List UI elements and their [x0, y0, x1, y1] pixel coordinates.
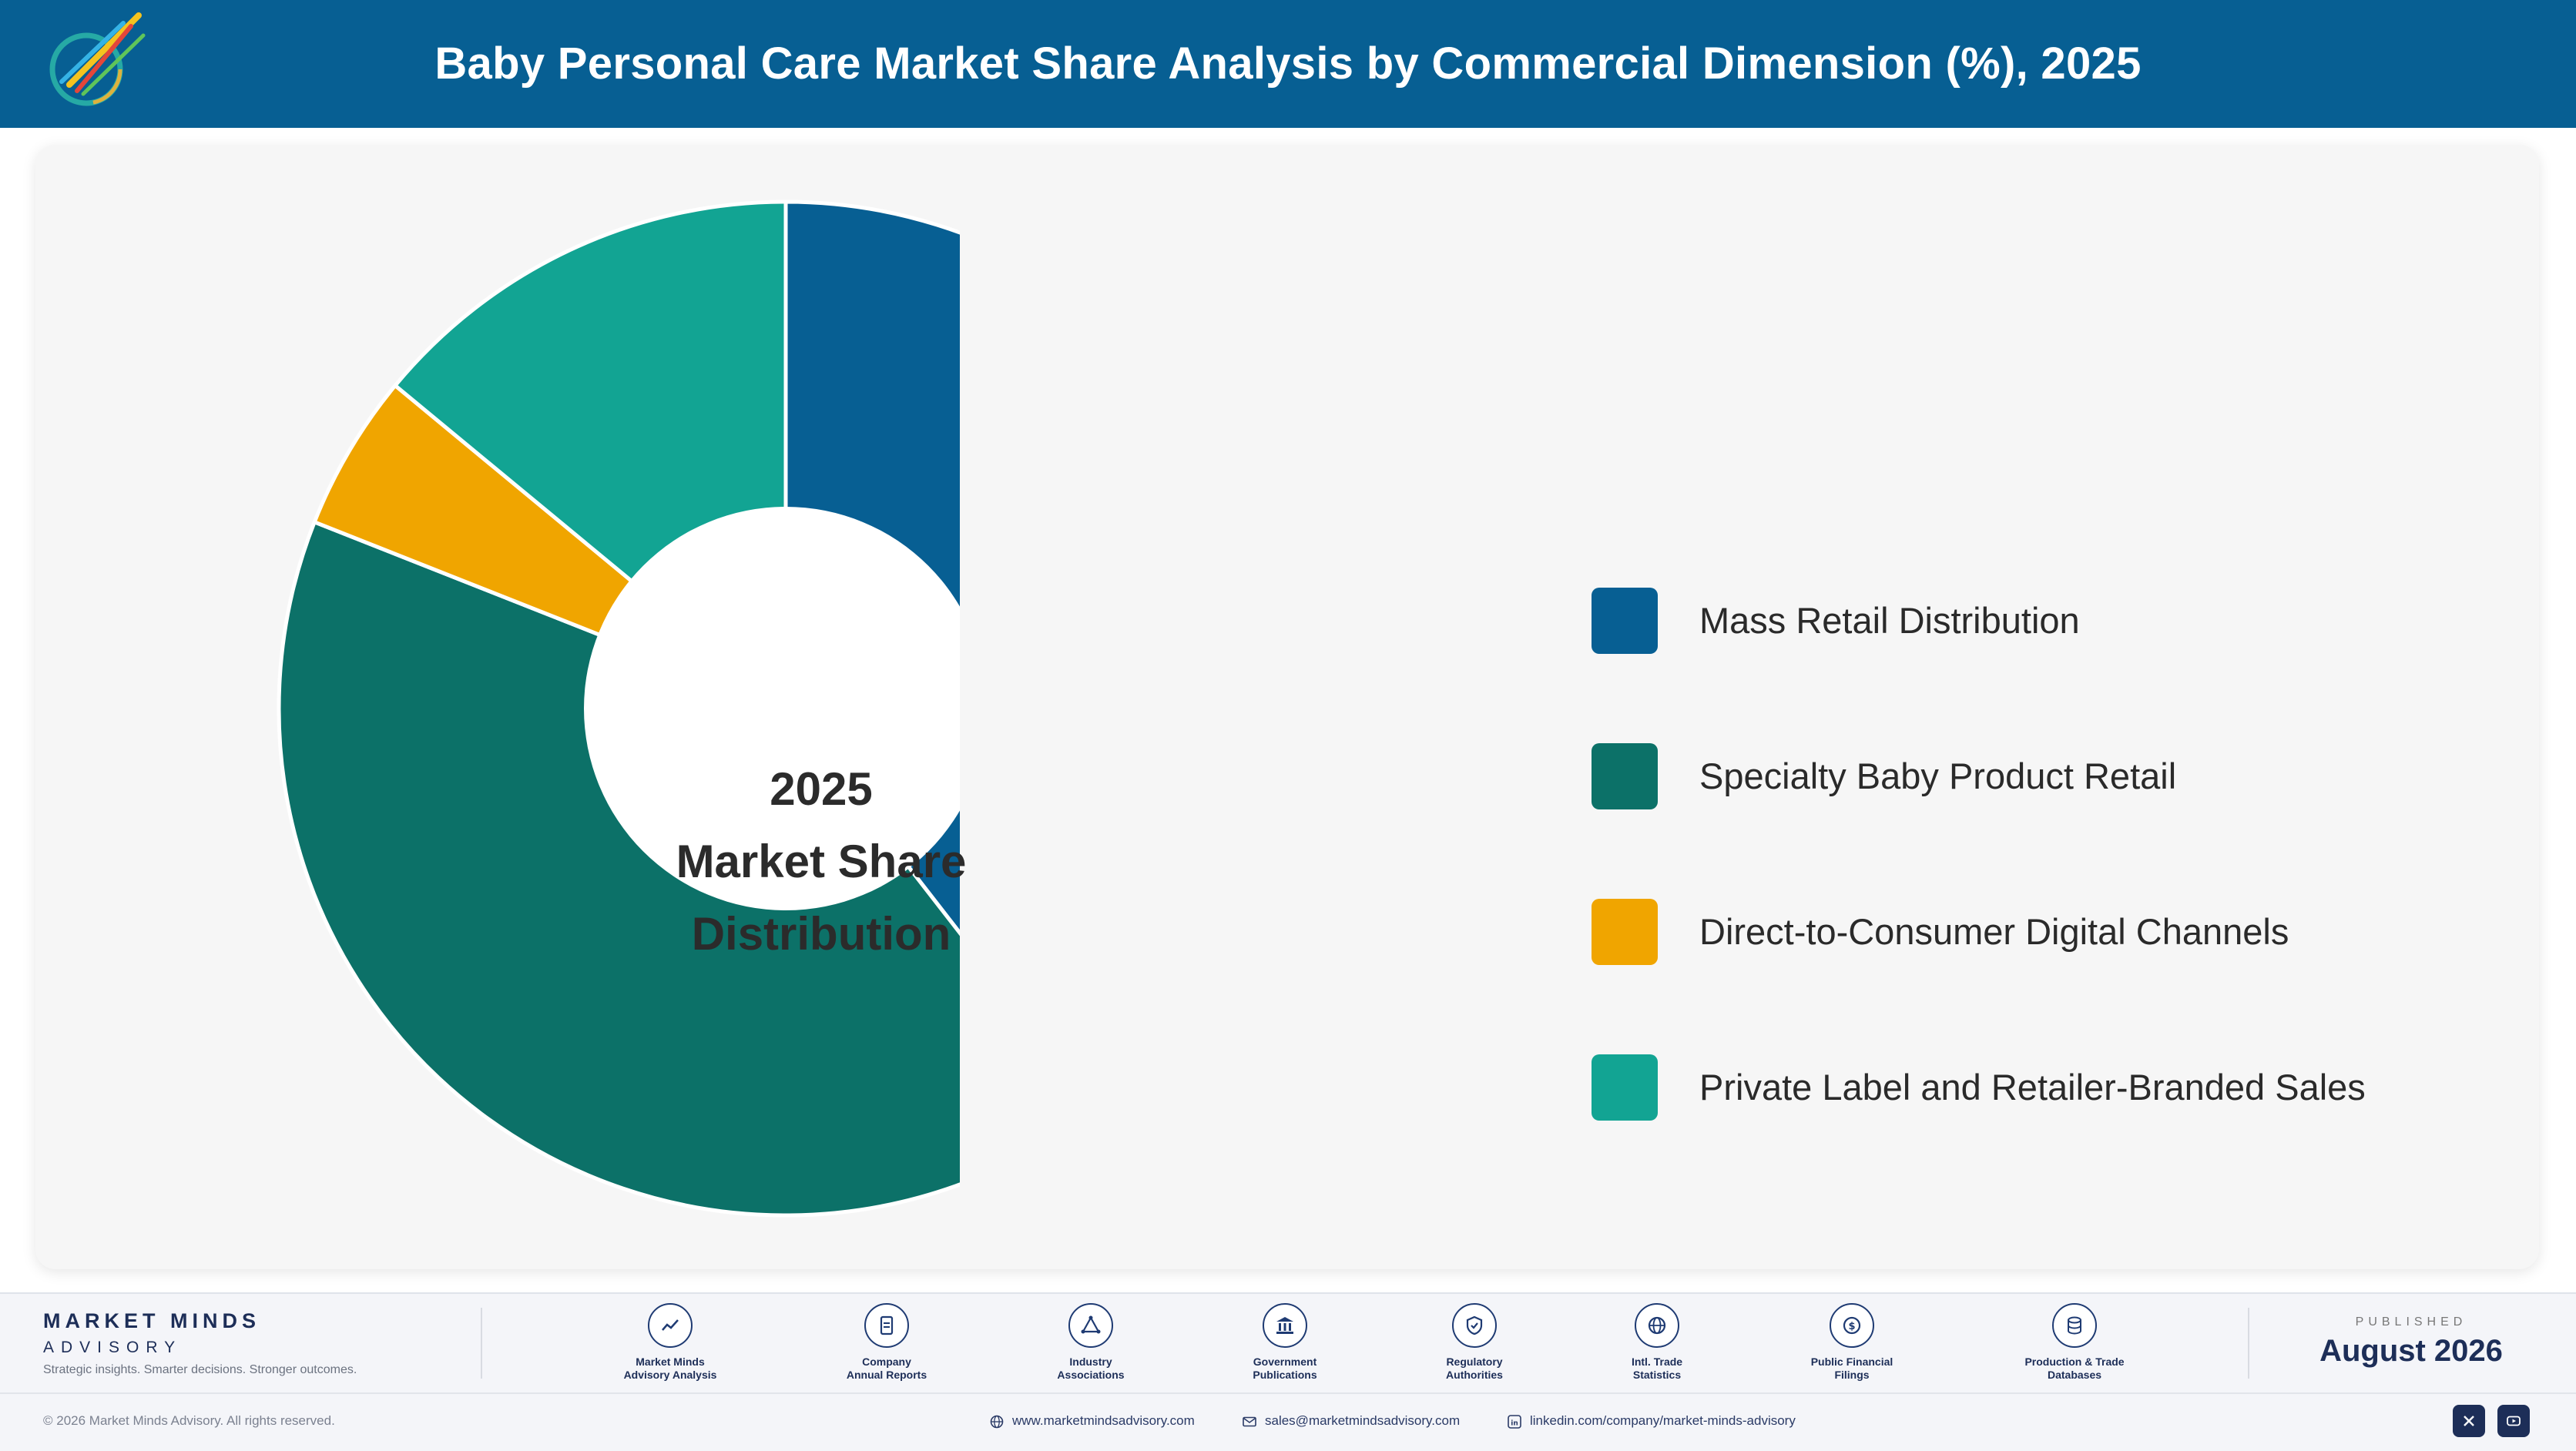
- source-label-line-1: Production & Trade: [2024, 1355, 2125, 1368]
- svg-text:in: in: [1511, 1419, 1518, 1427]
- source-label-line-1: Government: [1253, 1355, 1317, 1368]
- legend-label: Private Label and Retailer-Branded Sales: [1699, 1067, 2366, 1108]
- source-label-line-1: Intl. Trade: [1631, 1355, 1683, 1368]
- source-label-line-2: Authorities: [1446, 1369, 1503, 1381]
- legend-label: Specialty Baby Product Retail: [1699, 756, 2177, 796]
- footer-brand-sub: ADVISORY: [43, 1339, 183, 1356]
- source-label-line-2: Publications: [1253, 1369, 1317, 1381]
- building-columns-icon: [1263, 1303, 1307, 1348]
- source-industry-associations: Industry Associations: [1006, 1303, 1176, 1382]
- legend-item-specialty-retail: Specialty Baby Product Retail: [1592, 743, 2516, 809]
- source-regulatory-authorities: Regulatory Authorities: [1390, 1303, 1559, 1382]
- source-government-publications: Government Publications: [1200, 1303, 1370, 1382]
- source-label-line-1: Company: [862, 1355, 911, 1368]
- source-label-line-1: Regulatory: [1446, 1355, 1503, 1368]
- shield-check-icon: [1452, 1303, 1497, 1348]
- network-triangle-icon: [1068, 1303, 1113, 1348]
- trend-line-icon: [648, 1303, 693, 1348]
- linkedin-icon: in: [1508, 1414, 1521, 1429]
- page-title: Baby Personal Care Market Share Analysis…: [434, 39, 2142, 89]
- header-bar: Baby Personal Care Market Share Analysis…: [0, 0, 2576, 128]
- source-financial-filings: $ Public Financial Filings: [1767, 1303, 1937, 1382]
- source-label-line-2: Filings: [1834, 1369, 1870, 1381]
- globe-icon: [1635, 1303, 1679, 1348]
- footer: MARKET MINDS ADVISORY Strategic insights…: [0, 1292, 2576, 1451]
- source-trade-databases: Production & Trade Databases: [1990, 1303, 2159, 1382]
- footer-divider: [2248, 1308, 2249, 1379]
- mail-icon: [1243, 1416, 1256, 1426]
- website-text: www.marketmindsadvisory.com: [1012, 1413, 1195, 1428]
- website-link[interactable]: www.marketmindsadvisory.com: [989, 1413, 1195, 1429]
- dollar-coin-icon: $: [1830, 1303, 1874, 1348]
- document-icon: [864, 1303, 909, 1348]
- source-market-minds-analysis: Market Minds Advisory Analysis: [585, 1303, 755, 1382]
- published-label: PUBLISHED: [2355, 1315, 2467, 1329]
- source-label-line-2: Statistics: [1632, 1369, 1682, 1381]
- svg-text:$: $: [1848, 1321, 1855, 1332]
- footer-divider: [481, 1308, 482, 1379]
- center-label-line-3: Distribution: [691, 908, 951, 960]
- donut-center-label: 2025 Market Share Distribution: [621, 753, 1021, 970]
- footer-tagline: Strategic insights. Smarter decisions. S…: [43, 1363, 357, 1376]
- legend-swatch: [1592, 588, 1658, 654]
- source-label-line-1: Public Financial: [1810, 1355, 1893, 1368]
- legend-label: Mass Retail Distribution: [1699, 600, 2080, 641]
- company-logo: [49, 12, 146, 106]
- globe-icon: [990, 1415, 1004, 1428]
- source-label-line-1: Market Minds: [636, 1355, 705, 1368]
- legend-item-mass-retail: Mass Retail Distribution: [1592, 588, 2516, 654]
- chart-card: 2025 Market Share Distribution Mass Reta…: [35, 145, 2539, 1269]
- legend-swatch: [1592, 1054, 1658, 1121]
- email-link[interactable]: sales@marketmindsadvisory.com: [1242, 1413, 1460, 1429]
- source-label-line-1: Industry: [1069, 1355, 1112, 1368]
- published-date: August 2026: [2319, 1334, 2503, 1368]
- legend-label: Direct-to-Consumer Digital Channels: [1699, 911, 2289, 952]
- legend-item-private-label: Private Label and Retailer-Branded Sales: [1592, 1054, 2516, 1121]
- copyright-text: © 2026 Market Minds Advisory. All rights…: [43, 1413, 335, 1428]
- legend-item-dtc-digital: Direct-to-Consumer Digital Channels: [1592, 899, 2516, 965]
- donut-chart: [277, 199, 960, 1218]
- x-icon[interactable]: [2453, 1405, 2485, 1437]
- database-icon: [2052, 1303, 2097, 1348]
- pie-slice-specialty-retail: [277, 520, 960, 1218]
- source-label-line-2: Databases: [2047, 1369, 2102, 1381]
- source-label-line-2: Associations: [1057, 1369, 1125, 1381]
- linkedin-link[interactable]: in linkedin.com/company/market-minds-advi…: [1507, 1413, 1796, 1429]
- linkedin-text: linkedin.com/company/market-minds-adviso…: [1530, 1413, 1796, 1428]
- footer-brand-name: MARKET MINDS: [43, 1309, 260, 1332]
- legend-swatch: [1592, 899, 1658, 965]
- source-label-line-2: Annual Reports: [846, 1369, 927, 1381]
- source-company-reports: Company Annual Reports: [802, 1303, 971, 1382]
- youtube-icon[interactable]: [2497, 1405, 2530, 1437]
- source-label-line-2: Advisory Analysis: [623, 1369, 717, 1381]
- email-text: sales@marketmindsadvisory.com: [1265, 1413, 1461, 1428]
- footer-separator: [0, 1392, 2576, 1394]
- center-label-line-1: 2025: [770, 763, 873, 815]
- source-trade-statistics: Intl. Trade Statistics: [1572, 1303, 1742, 1382]
- center-label-line-2: Market Share: [676, 836, 967, 887]
- legend-swatch: [1592, 743, 1658, 809]
- donut-hole: [584, 507, 960, 910]
